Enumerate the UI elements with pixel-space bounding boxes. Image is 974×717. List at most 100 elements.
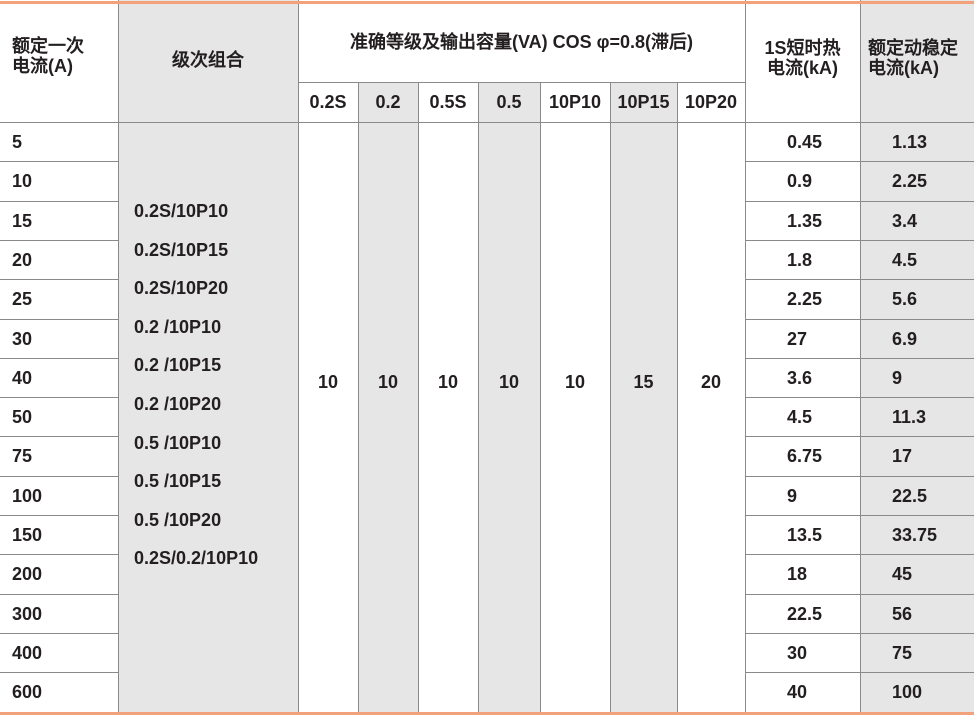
v-line [358, 82, 359, 712]
rating-va: 10 [377, 372, 399, 392]
thermal: 1.35 [787, 210, 823, 231]
h-line [0, 397, 118, 399]
h-line [745, 318, 974, 320]
v-line [745, 0, 746, 712]
header-current: 额定一次 [12, 36, 84, 56]
h-line [745, 672, 974, 674]
v-line [540, 82, 541, 712]
combination: 0.5 /10P20 [134, 509, 222, 530]
h-line [298, 82, 745, 83]
current: 20 [12, 249, 33, 270]
rating-class: 10P10 [548, 92, 602, 112]
thermal: 2.25 [787, 289, 823, 310]
v-line [298, 0, 299, 712]
current: 10 [12, 171, 33, 192]
h-line [0, 672, 118, 674]
h-line [745, 161, 974, 163]
dynamic: 56 [892, 603, 913, 624]
dynamic: 4.5 [892, 249, 918, 270]
h-line [0, 515, 118, 516]
h-line [0, 436, 118, 438]
v-line [418, 82, 419, 712]
thermal: 6.75 [787, 446, 823, 467]
dynamic: 33.75 [892, 525, 938, 545]
h-line [0, 122, 974, 123]
current: 600 [12, 682, 43, 703]
h-line [745, 554, 974, 556]
shade [478, 82, 540, 712]
h-line [0, 161, 118, 163]
h-line [0, 279, 118, 281]
dynamic: 17 [892, 446, 913, 467]
thermal: 3.6 [787, 367, 813, 388]
dynamic: 1.13 [892, 132, 928, 152]
combination: 0.2S/10P15 [134, 239, 229, 260]
rating-va: 10 [498, 372, 520, 392]
combination: 0.2S/10P20 [134, 278, 229, 299]
h-line [0, 632, 118, 634]
thermal: 0.45 [787, 132, 823, 152]
rating-va: 10 [564, 372, 586, 392]
border [0, 1, 974, 4]
header-dynamic: 电流(kA) [868, 58, 939, 78]
dynamic: 6.9 [892, 328, 918, 349]
h-line [0, 554, 118, 556]
thermal: 1.8 [787, 249, 813, 270]
rating-va: 20 [700, 372, 722, 392]
border [0, 711, 974, 715]
combination: 0.2 /10P10 [134, 316, 222, 337]
combination: 0.5 /10P10 [134, 432, 222, 453]
current: 75 [12, 446, 33, 467]
thermal: 30 [787, 642, 808, 663]
current: 5 [12, 132, 23, 152]
current: 200 [12, 564, 43, 585]
h-line [745, 357, 974, 359]
v-line [677, 82, 678, 712]
v-line [478, 82, 479, 712]
rating-class: 10P20 [684, 92, 738, 112]
header-accuracy: 准确等级及输出容量(VA) COS φ=0.8(滞后) [349, 32, 694, 52]
header-dynamic: 额定动稳定 [868, 38, 958, 58]
header-current: 电流(A) [12, 56, 73, 76]
h-line [0, 200, 118, 202]
dynamic: 9 [892, 367, 903, 388]
h-line [0, 239, 118, 241]
rating-va: 15 [633, 372, 654, 392]
rating-va: 10 [317, 372, 339, 392]
thermal: 13.5 [787, 525, 823, 545]
header-thermal: 电流(kA) [767, 58, 838, 78]
current: 30 [12, 328, 33, 349]
dynamic: 3.4 [892, 210, 918, 231]
combination: 0.5 /10P15 [134, 471, 222, 492]
thermal: 18 [787, 564, 808, 585]
shade [358, 82, 418, 712]
shade [860, 0, 974, 712]
v-line [118, 0, 119, 712]
rating-class: 0.5 [496, 92, 522, 112]
rating-class: 0.5S [429, 92, 467, 112]
h-line [745, 397, 974, 399]
h-line [0, 318, 118, 320]
thermal: 9 [787, 485, 798, 506]
current: 15 [12, 210, 33, 231]
h-line [745, 632, 974, 634]
h-line [0, 357, 118, 359]
h-line [745, 200, 974, 202]
dynamic: 100 [892, 682, 923, 703]
h-line [745, 279, 974, 281]
h-line [745, 239, 974, 241]
rating-class: 0.2S [309, 92, 347, 112]
header-combination: 级次组合 [172, 50, 244, 70]
rating-class: 0.2 [375, 92, 401, 112]
h-line [745, 475, 974, 477]
h-line [745, 593, 974, 595]
rating-va: 10 [437, 372, 459, 392]
combination: 0.2S/0.2/10P10 [134, 548, 259, 569]
current: 100 [12, 485, 43, 506]
current: 400 [12, 642, 43, 663]
shade [118, 0, 298, 712]
dynamic: 11.3 [892, 407, 927, 428]
h-line [745, 436, 974, 438]
header-thermal: 1S短时热 [764, 38, 841, 58]
